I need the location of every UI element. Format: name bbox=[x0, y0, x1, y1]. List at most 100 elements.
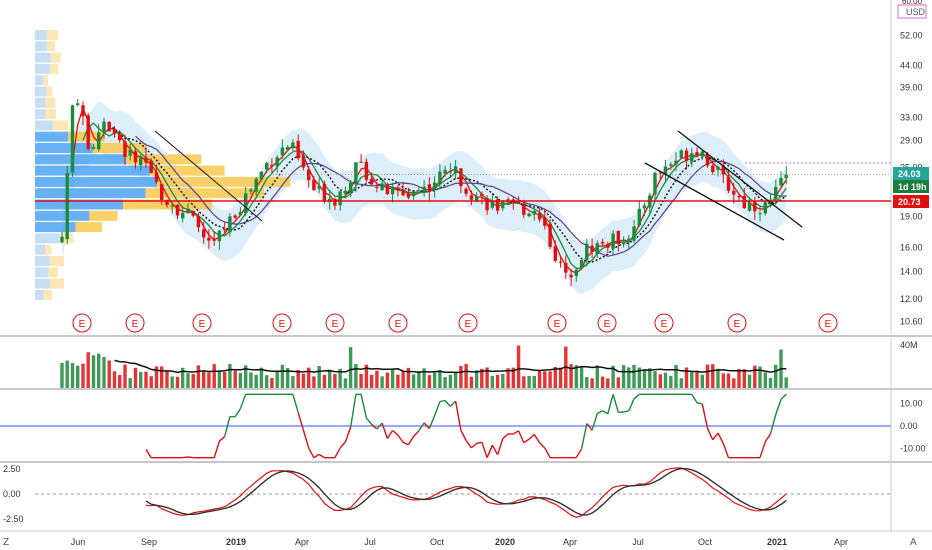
volume-bar bbox=[307, 367, 311, 388]
candle-body bbox=[170, 205, 174, 207]
candle-body bbox=[490, 200, 494, 208]
osc1-segment bbox=[759, 441, 766, 458]
candle-body bbox=[448, 171, 453, 173]
volume-bar bbox=[684, 367, 689, 388]
candle-body bbox=[537, 213, 542, 220]
candle-body bbox=[543, 217, 547, 226]
candle-body bbox=[128, 149, 132, 156]
channel-lower bbox=[644, 162, 785, 241]
candle-body bbox=[585, 243, 589, 261]
volume-bar bbox=[548, 371, 552, 388]
corner-label-left[interactable]: Z bbox=[3, 537, 9, 548]
profile-node-buy bbox=[35, 109, 46, 120]
candle-body bbox=[516, 201, 521, 204]
candle-body bbox=[621, 242, 626, 244]
candle-body bbox=[600, 241, 605, 244]
osc1-segment bbox=[213, 440, 221, 458]
volume-bar bbox=[375, 370, 379, 388]
candle-body bbox=[432, 182, 437, 190]
currency-label[interactable]: USD bbox=[906, 7, 926, 17]
volume-bar bbox=[338, 368, 342, 388]
candle-body bbox=[653, 172, 657, 195]
candle-body bbox=[506, 199, 510, 201]
candle-body bbox=[411, 192, 416, 197]
channel-upper bbox=[677, 130, 803, 228]
osc1-segment bbox=[591, 413, 598, 431]
osc1-segment bbox=[292, 394, 299, 413]
candle-body bbox=[265, 162, 269, 170]
axes: 40M 10.00 0.00 -10.00 2.50 0.00 -2.50 52.00 44.0… bbox=[3, 0, 929, 547]
osc1-segment bbox=[502, 433, 509, 440]
price-tag-label: 24.03 bbox=[898, 169, 921, 179]
candle-body bbox=[774, 186, 778, 200]
volume-bar bbox=[123, 364, 127, 388]
volume-bar bbox=[254, 374, 258, 388]
volume-bar bbox=[648, 368, 652, 388]
profile-node-sell bbox=[47, 41, 55, 52]
price-tick: 52.00 bbox=[900, 31, 923, 41]
earnings-marker-label: E bbox=[734, 319, 741, 330]
osc1-segment bbox=[376, 422, 383, 430]
osc1-segment bbox=[308, 447, 315, 459]
osc2-tick: 2.50 bbox=[3, 464, 21, 474]
osc1-segment bbox=[628, 398, 635, 412]
candle-body bbox=[149, 160, 153, 173]
volume-bar bbox=[621, 365, 626, 388]
volume-bar bbox=[690, 371, 694, 388]
volume-bar bbox=[616, 377, 620, 388]
candle-body bbox=[553, 246, 557, 261]
volume-bar bbox=[637, 367, 641, 388]
price-tick: 19.00 bbox=[900, 212, 923, 222]
osc1-segment bbox=[481, 441, 488, 458]
earnings-marker-label: E bbox=[79, 319, 86, 330]
osc1-segment bbox=[769, 414, 777, 435]
volume-bar bbox=[653, 371, 657, 388]
osc1-segment bbox=[334, 447, 341, 459]
volume-bar bbox=[627, 367, 631, 388]
osc1-segment bbox=[623, 410, 629, 413]
volume-bar bbox=[70, 363, 75, 388]
osc1-segment bbox=[381, 422, 389, 439]
osc1-segment bbox=[712, 432, 719, 441]
x-tick-label: Sep bbox=[141, 537, 157, 547]
candle-body bbox=[417, 190, 421, 192]
osc1-segment bbox=[775, 399, 782, 415]
corner-label-right[interactable]: A bbox=[910, 537, 917, 548]
volume-bar bbox=[249, 372, 253, 388]
volume-bar bbox=[364, 364, 369, 388]
price-tick: 16.00 bbox=[900, 243, 923, 253]
candle-body bbox=[396, 187, 400, 190]
candle-body bbox=[217, 230, 222, 242]
osc1-segment bbox=[423, 422, 430, 430]
osc1-segment bbox=[392, 429, 399, 436]
osc1-segment bbox=[397, 434, 404, 443]
candle-body bbox=[60, 236, 64, 243]
candle-body bbox=[747, 202, 752, 211]
candle-body bbox=[663, 166, 668, 175]
earnings-marker bbox=[597, 313, 617, 333]
candle-body bbox=[716, 166, 720, 170]
earnings-marker bbox=[727, 313, 747, 333]
volume-bar bbox=[747, 374, 752, 388]
volume-bar bbox=[695, 370, 699, 388]
volume-bar bbox=[165, 371, 169, 388]
earnings-marker bbox=[818, 313, 838, 333]
candle-body bbox=[632, 226, 636, 241]
candle-body bbox=[758, 213, 762, 215]
profile-node-sell bbox=[46, 30, 59, 40]
volume-bar bbox=[280, 364, 285, 388]
osc1-tick: 10.00 bbox=[900, 398, 923, 408]
x-tick-label: Oct bbox=[698, 537, 713, 547]
earnings-marker-label: E bbox=[825, 319, 832, 330]
candle-body bbox=[196, 216, 201, 228]
candle-body bbox=[212, 239, 216, 241]
volume-bar bbox=[385, 372, 390, 388]
profile-node-buy bbox=[35, 244, 46, 255]
price-tag-box bbox=[893, 195, 929, 208]
profile-node-sell bbox=[48, 267, 58, 278]
volume-bar bbox=[742, 369, 746, 388]
volume-bar bbox=[380, 376, 384, 388]
candle-body bbox=[779, 178, 783, 186]
volume-bar bbox=[443, 377, 447, 388]
